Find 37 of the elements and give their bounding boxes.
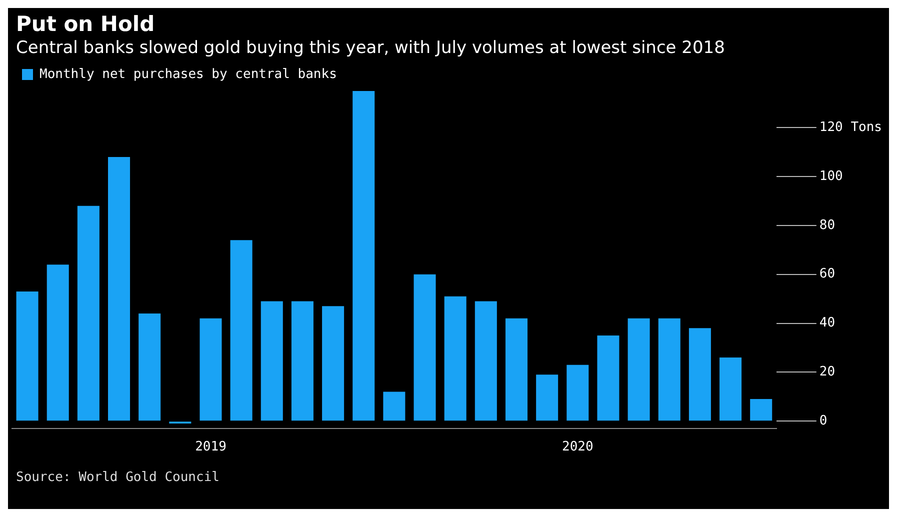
x-tick-label: 2020: [562, 440, 594, 455]
bar: [352, 91, 375, 421]
bar: [77, 206, 100, 421]
bar: [505, 318, 528, 421]
y-tick-label: 120 Tons: [819, 120, 882, 136]
y-tick-label: 80: [819, 218, 836, 233]
bar: [383, 392, 406, 421]
bar: [566, 364, 589, 421]
bar: [414, 274, 436, 421]
y-tick-label: 0: [819, 413, 828, 428]
bar: [628, 318, 650, 421]
bar: [108, 157, 130, 421]
bar: [720, 357, 742, 421]
bar: [444, 296, 466, 421]
bar: [16, 291, 38, 421]
x-tick-label: 2019: [195, 440, 226, 455]
bar: [658, 318, 680, 421]
bar: [597, 335, 620, 421]
bar: [322, 306, 344, 421]
bar: [260, 301, 283, 421]
bar: [750, 399, 772, 421]
source-note: Source: World Gold Council: [15, 469, 220, 485]
bar: [536, 374, 558, 421]
bar: [474, 301, 497, 421]
y-tick-label: 100: [819, 168, 843, 184]
bar: [46, 264, 69, 421]
chart-title: Put on Hold: [15, 11, 156, 36]
chart-subtitle: Central banks slowed gold buying this year, with July volumes at lowest since 2018: [15, 37, 726, 58]
bar: [138, 313, 161, 421]
y-tick-label: 20: [819, 364, 836, 380]
y-tick-label: 40: [819, 316, 836, 331]
bar: [230, 240, 252, 421]
bar: [291, 301, 314, 421]
legend-label: Monthly net purchases by central banks: [40, 66, 337, 82]
y-tick-label: 60: [819, 266, 836, 282]
bar: [688, 328, 711, 421]
bar: [200, 318, 222, 421]
